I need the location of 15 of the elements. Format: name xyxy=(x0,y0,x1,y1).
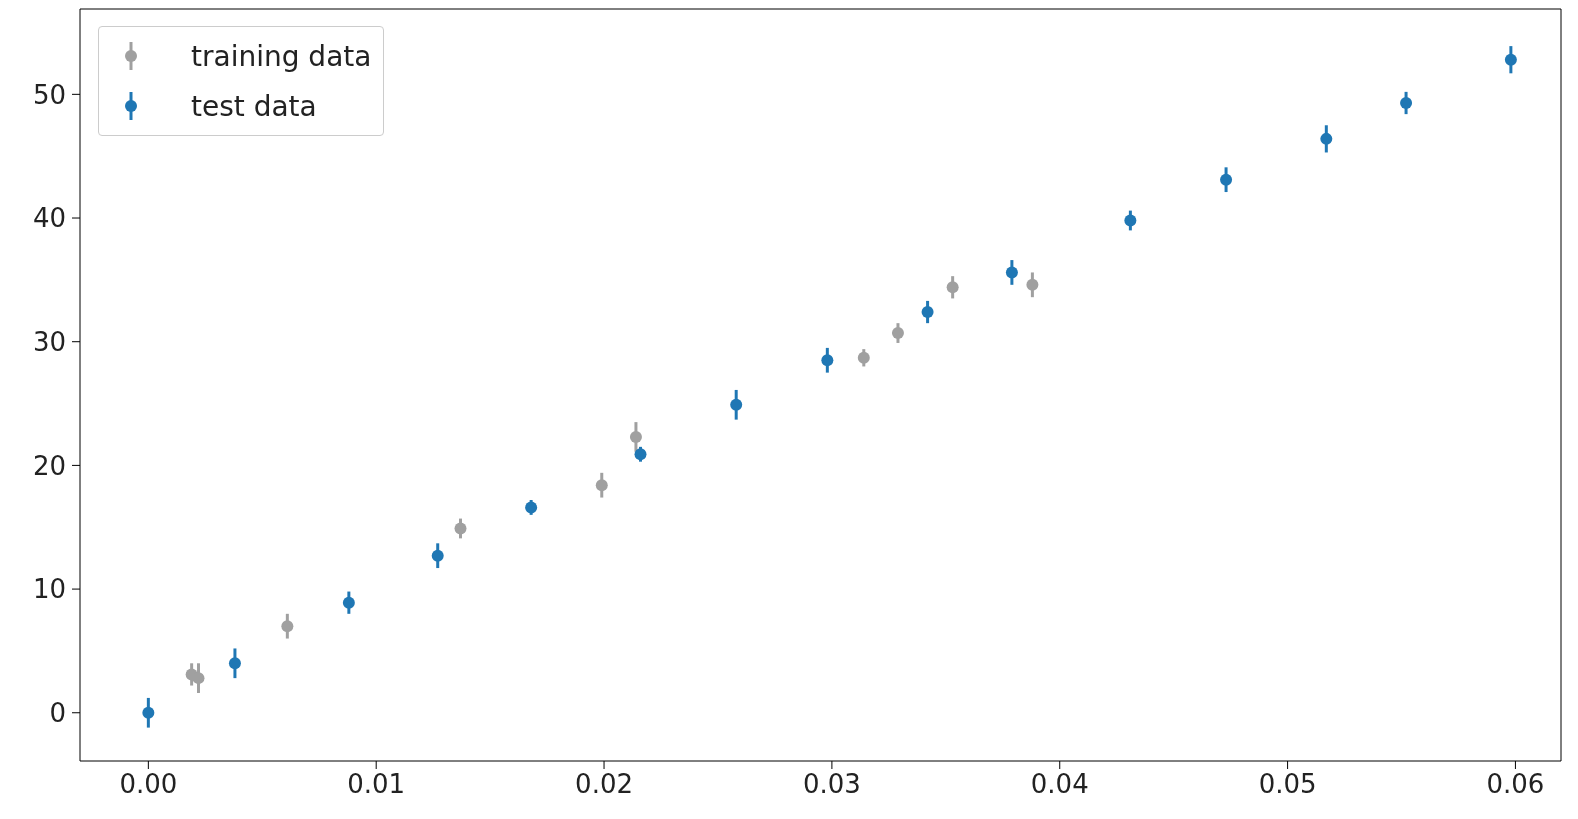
x-tick-label: 0.04 xyxy=(1030,769,1089,800)
x-tick-label: 0.03 xyxy=(802,769,861,800)
x-tick-label: 0.02 xyxy=(575,769,633,800)
y-tick-label: 20 xyxy=(32,450,66,481)
x-tick-label: 0.05 xyxy=(1258,769,1317,800)
legend-label: training data xyxy=(191,39,372,73)
legend-label: test data xyxy=(191,89,317,123)
x-tick-label: 0.01 xyxy=(347,769,406,800)
y-tick-label: 50 xyxy=(32,79,66,110)
y-tick-label: 40 xyxy=(32,203,66,234)
y-tick-label: 30 xyxy=(32,326,66,357)
y-tick-label: 0 xyxy=(49,697,66,728)
y-tick-label: 10 xyxy=(32,574,66,605)
x-tick-label: 0.00 xyxy=(119,769,178,800)
x-tick-label: 0.06 xyxy=(1486,769,1545,800)
